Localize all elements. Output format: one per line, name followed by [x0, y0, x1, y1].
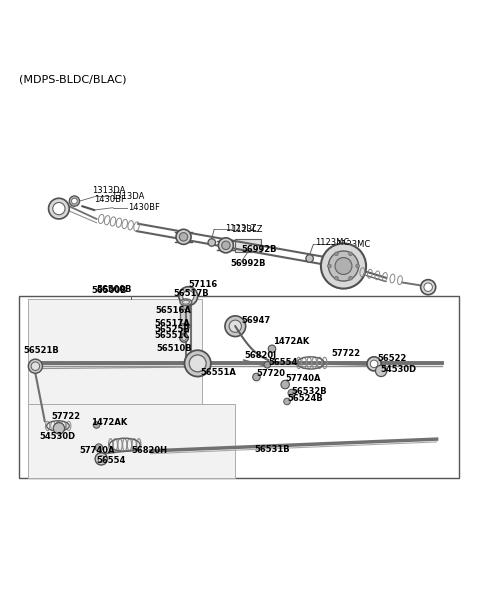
- Text: 56524B: 56524B: [287, 394, 323, 403]
- Text: 1430BF: 1430BF: [128, 203, 160, 212]
- Text: 56554: 56554: [96, 456, 126, 465]
- Circle shape: [288, 389, 296, 397]
- Circle shape: [194, 362, 202, 370]
- Circle shape: [356, 264, 360, 268]
- Text: 1123LZ: 1123LZ: [225, 224, 256, 233]
- Text: 56992B: 56992B: [230, 259, 266, 268]
- Text: 1313DA: 1313DA: [92, 186, 125, 195]
- Circle shape: [335, 277, 338, 280]
- Text: 56500B: 56500B: [96, 285, 132, 294]
- Text: 56992B: 56992B: [241, 244, 276, 253]
- Circle shape: [179, 287, 198, 306]
- Text: 56554: 56554: [268, 358, 298, 367]
- Circle shape: [281, 380, 289, 389]
- Text: 56947: 56947: [241, 316, 270, 325]
- Circle shape: [370, 360, 378, 368]
- Text: 56551A: 56551A: [200, 368, 236, 377]
- Ellipse shape: [180, 324, 191, 329]
- Text: 56531B: 56531B: [254, 445, 290, 454]
- Circle shape: [176, 229, 191, 244]
- Circle shape: [252, 373, 260, 381]
- Circle shape: [95, 444, 103, 451]
- Text: 56510B: 56510B: [156, 344, 192, 353]
- Circle shape: [189, 355, 206, 372]
- Circle shape: [180, 334, 188, 342]
- Circle shape: [72, 198, 77, 204]
- Circle shape: [184, 350, 211, 377]
- Text: 56820J: 56820J: [245, 351, 277, 360]
- Text: 1123MC: 1123MC: [315, 238, 349, 247]
- Text: 56500B: 56500B: [92, 285, 127, 294]
- Circle shape: [222, 241, 230, 250]
- Circle shape: [229, 320, 241, 333]
- Circle shape: [348, 277, 352, 280]
- Circle shape: [284, 398, 290, 405]
- Circle shape: [367, 357, 381, 371]
- Circle shape: [218, 238, 233, 253]
- Text: 56525B: 56525B: [155, 325, 190, 334]
- Circle shape: [268, 345, 276, 353]
- Text: 54530D: 54530D: [380, 365, 416, 374]
- Text: (MDPS-BLDC/BLAC): (MDPS-BLDC/BLAC): [19, 74, 126, 85]
- Text: 57116: 57116: [188, 280, 217, 289]
- Circle shape: [327, 264, 331, 268]
- Circle shape: [375, 365, 387, 377]
- Text: 54530D: 54530D: [40, 432, 76, 441]
- Text: 57722: 57722: [332, 349, 361, 358]
- Circle shape: [321, 243, 366, 288]
- Bar: [28, 299, 203, 406]
- Text: 1123LZ: 1123LZ: [231, 225, 263, 234]
- Circle shape: [98, 455, 105, 462]
- Ellipse shape: [180, 306, 190, 309]
- Circle shape: [181, 330, 187, 335]
- Text: 56551C: 56551C: [155, 331, 190, 340]
- Circle shape: [306, 254, 313, 262]
- Circle shape: [328, 251, 359, 281]
- Circle shape: [93, 422, 100, 429]
- Circle shape: [335, 257, 352, 275]
- Text: 1472AK: 1472AK: [273, 337, 309, 346]
- Text: 57722: 57722: [52, 412, 81, 421]
- Circle shape: [264, 362, 271, 368]
- Text: 57720: 57720: [256, 369, 285, 378]
- Circle shape: [53, 423, 64, 434]
- Circle shape: [420, 280, 436, 294]
- Ellipse shape: [180, 299, 192, 306]
- Text: 56532B: 56532B: [292, 387, 327, 396]
- Circle shape: [225, 316, 246, 337]
- Bar: [28, 404, 235, 477]
- Circle shape: [208, 239, 216, 246]
- Circle shape: [48, 198, 69, 219]
- Text: 56517A: 56517A: [155, 319, 190, 328]
- Circle shape: [53, 203, 65, 215]
- Bar: [180, 308, 190, 326]
- Circle shape: [95, 453, 108, 465]
- Text: 56522: 56522: [377, 353, 407, 363]
- Bar: [19, 296, 459, 477]
- Circle shape: [182, 290, 194, 302]
- Text: 56517B: 56517B: [173, 289, 209, 298]
- Circle shape: [28, 359, 42, 373]
- Circle shape: [181, 336, 186, 340]
- Text: 1123MC: 1123MC: [336, 240, 371, 249]
- Text: 1430BF: 1430BF: [94, 195, 126, 204]
- Text: 1472AK: 1472AK: [91, 418, 127, 427]
- Circle shape: [335, 252, 338, 256]
- Text: 57740A: 57740A: [79, 446, 115, 455]
- Text: 56516A: 56516A: [156, 306, 191, 315]
- Text: 56521B: 56521B: [24, 346, 60, 355]
- Circle shape: [348, 252, 352, 256]
- Text: 1313DA: 1313DA: [110, 192, 144, 201]
- Bar: [235, 239, 261, 252]
- Text: 57740A: 57740A: [285, 374, 321, 383]
- Circle shape: [424, 283, 432, 291]
- Circle shape: [180, 232, 188, 241]
- Text: 56820H: 56820H: [131, 446, 167, 455]
- Circle shape: [69, 196, 80, 206]
- Ellipse shape: [182, 300, 190, 304]
- Circle shape: [191, 359, 204, 372]
- Circle shape: [31, 362, 40, 371]
